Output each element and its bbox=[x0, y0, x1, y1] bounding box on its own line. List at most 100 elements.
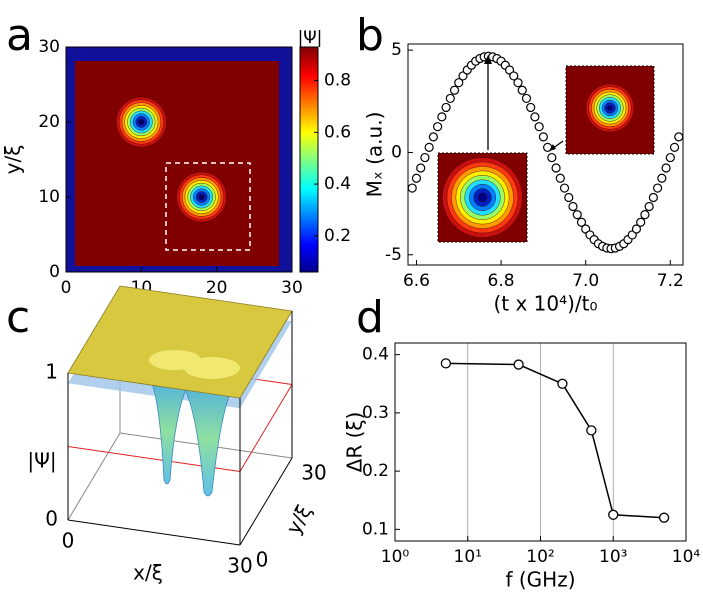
marker bbox=[576, 217, 587, 227]
marker bbox=[564, 192, 574, 203]
y-tick-label: 20 bbox=[38, 112, 60, 132]
marker bbox=[538, 132, 548, 142]
marker bbox=[644, 201, 654, 212]
y-tick-label: 5 bbox=[391, 40, 402, 60]
vortex-core bbox=[199, 195, 204, 199]
y-tick-label: 0.3 bbox=[362, 403, 389, 423]
y-tick-label: 30 bbox=[38, 37, 60, 57]
marker bbox=[416, 163, 426, 173]
y-tick-label: -5 bbox=[385, 245, 402, 265]
colorbar-title: |Ψ| bbox=[298, 28, 323, 48]
colorbar-tick-label: 0.4 bbox=[324, 174, 351, 194]
dimple bbox=[184, 357, 240, 379]
marker bbox=[665, 152, 675, 163]
x-tick-label: 20 bbox=[206, 278, 228, 298]
x-tick-label: 30 bbox=[281, 278, 303, 298]
marker bbox=[428, 132, 438, 142]
marker bbox=[586, 425, 597, 436]
x-tick-label: 7.2 bbox=[657, 271, 684, 291]
y-tick-label: 30 bbox=[301, 461, 326, 485]
marker bbox=[424, 142, 434, 152]
frame bbox=[65, 46, 293, 273]
x-axis-label: x/ξ bbox=[133, 561, 163, 585]
x-tick-label: 30 bbox=[227, 554, 252, 578]
funnel bbox=[179, 381, 237, 497]
marker bbox=[568, 201, 578, 212]
marker bbox=[513, 359, 524, 370]
inset bbox=[437, 152, 528, 243]
marker bbox=[608, 509, 619, 520]
y-tick-label: 0.4 bbox=[362, 345, 389, 365]
marker bbox=[658, 512, 670, 523]
marker bbox=[547, 152, 557, 163]
x-axis-label: (t x 10⁴)/t₀ bbox=[493, 292, 597, 316]
box-edge bbox=[67, 519, 241, 546]
marker bbox=[648, 192, 658, 203]
x-tick-label: 10¹ bbox=[454, 547, 482, 567]
marker bbox=[557, 378, 568, 389]
slice-line bbox=[239, 384, 293, 472]
marker bbox=[437, 112, 447, 122]
data-line bbox=[445, 362, 665, 519]
marker bbox=[636, 217, 646, 227]
x-tick-label: 10⁰ bbox=[381, 547, 410, 567]
marker bbox=[674, 132, 684, 142]
vortex-ring bbox=[607, 105, 613, 111]
marker bbox=[657, 173, 667, 183]
arrow-head bbox=[484, 55, 492, 64]
marker bbox=[653, 183, 663, 193]
y-tick-label: 10 bbox=[38, 187, 60, 207]
y-axis-label: Mₓ (a.u.) bbox=[363, 112, 387, 198]
z-axis-label: |Ψ| bbox=[27, 449, 56, 473]
marker bbox=[454, 78, 464, 88]
x-tick-label: 10⁴ bbox=[672, 547, 701, 567]
marker bbox=[631, 224, 642, 234]
x-tick-label: 6.6 bbox=[403, 271, 430, 291]
colorbar bbox=[299, 46, 319, 273]
marker bbox=[572, 210, 582, 220]
x-tick-label: 0 bbox=[61, 278, 72, 298]
marker bbox=[534, 122, 544, 132]
inset bbox=[565, 65, 655, 155]
x-tick-label: 0 bbox=[62, 529, 75, 553]
panels: 01020300102030x/ξy/ξ0.20.40.60.8|Ψ|6.66.… bbox=[1, 28, 701, 592]
panel-letter: a bbox=[6, 10, 33, 61]
panel-letter: d bbox=[356, 292, 384, 343]
x-tick-label: 7.0 bbox=[572, 271, 599, 291]
marker bbox=[526, 102, 536, 113]
marker bbox=[669, 142, 680, 152]
marker bbox=[559, 183, 570, 193]
z-tick-label: 1 bbox=[45, 360, 58, 384]
marker bbox=[440, 358, 452, 369]
arrow-head bbox=[549, 144, 556, 151]
y-axis-label: y/ξ bbox=[281, 501, 316, 539]
marker bbox=[640, 210, 650, 220]
selection-box bbox=[165, 162, 251, 251]
colorbar-tick-label: 0.6 bbox=[324, 122, 351, 142]
y-tick-label: 0 bbox=[49, 262, 60, 282]
marker bbox=[445, 93, 455, 104]
marker bbox=[441, 102, 451, 113]
y-axis-label: ΔR (ξ) bbox=[343, 412, 367, 473]
x-tick-label: 10³ bbox=[599, 547, 627, 567]
panel-letter: b bbox=[356, 10, 384, 61]
frame bbox=[394, 342, 687, 542]
panel-letter: c bbox=[6, 292, 30, 343]
x-tick-label: 10² bbox=[526, 547, 554, 567]
marker bbox=[449, 85, 460, 95]
marker bbox=[521, 93, 532, 104]
marker bbox=[407, 183, 417, 193]
y-axis-label: y/ξ bbox=[1, 145, 25, 175]
marker bbox=[420, 152, 430, 163]
marker bbox=[555, 173, 565, 183]
vortex-ring bbox=[477, 192, 488, 203]
marker bbox=[530, 112, 540, 122]
marker bbox=[551, 163, 561, 173]
y-tick-label: 0.1 bbox=[362, 519, 389, 539]
y-tick-label: 0 bbox=[256, 548, 269, 572]
x-axis-label: f (GHz) bbox=[505, 568, 575, 592]
marker bbox=[661, 163, 671, 173]
frame bbox=[407, 43, 684, 266]
y-tick-label: 0.2 bbox=[362, 461, 389, 481]
